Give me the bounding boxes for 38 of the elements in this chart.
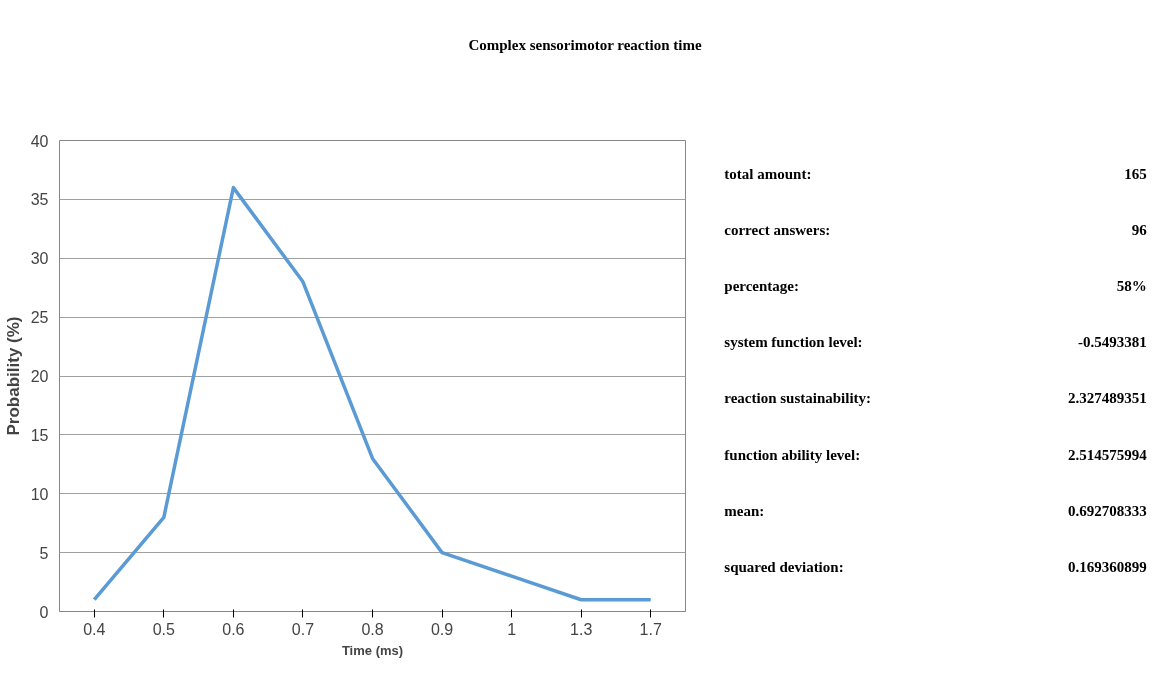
x-tick-label: 0.5 <box>152 620 176 638</box>
y-tick-label: 35 <box>30 191 49 209</box>
text: correct answers: <box>724 222 831 239</box>
text: percentage: <box>724 278 799 295</box>
x-tick-label: 0.8 <box>361 620 384 638</box>
text: 58% <box>1116 278 1147 295</box>
chart-title: Complex sensorimotor reaction time <box>468 36 702 55</box>
y-tick-label: 40 <box>30 132 49 150</box>
x-tick-label: 0.9 <box>430 620 454 638</box>
text: reaction sustainability: <box>724 390 872 407</box>
x-tick-label: 0.4 <box>83 620 106 638</box>
x-tick-label: 0.6 <box>222 620 245 638</box>
text: mean: <box>724 502 765 519</box>
text: squared deviation: <box>724 558 844 575</box>
y-tick-label: 30 <box>30 250 49 268</box>
y-tick-label: 5 <box>39 544 49 562</box>
y-tick-label: 0 <box>39 603 49 621</box>
y-tick-label: 25 <box>30 309 49 327</box>
text: total amount: <box>724 166 812 183</box>
text: -0.5493381 <box>1077 334 1147 351</box>
x-tick-label: 0.7 <box>291 620 315 638</box>
text: 0.692708333 <box>1067 502 1147 519</box>
y-tick-label: 20 <box>30 368 49 385</box>
y-axis-title: Probability (%) <box>3 316 23 436</box>
y-tick-label: 15 <box>30 426 49 444</box>
x-tick-label: 1.7 <box>639 620 662 638</box>
text: function ability level: <box>724 446 861 463</box>
text: 2.514575994 <box>1067 446 1148 463</box>
text: 165 <box>1124 166 1147 183</box>
x-axis-title: Time (ms) <box>341 642 404 658</box>
text: system function level: <box>724 334 863 351</box>
text: 96 <box>1131 222 1148 239</box>
line-series <box>92 185 653 602</box>
x-tick-label: 1.3 <box>570 620 593 638</box>
x-tick-label: 1 <box>507 620 517 638</box>
text: 2.327489351 <box>1067 390 1147 407</box>
text: 0.169360899 <box>1067 558 1147 575</box>
y-tick-label: 10 <box>30 485 49 503</box>
